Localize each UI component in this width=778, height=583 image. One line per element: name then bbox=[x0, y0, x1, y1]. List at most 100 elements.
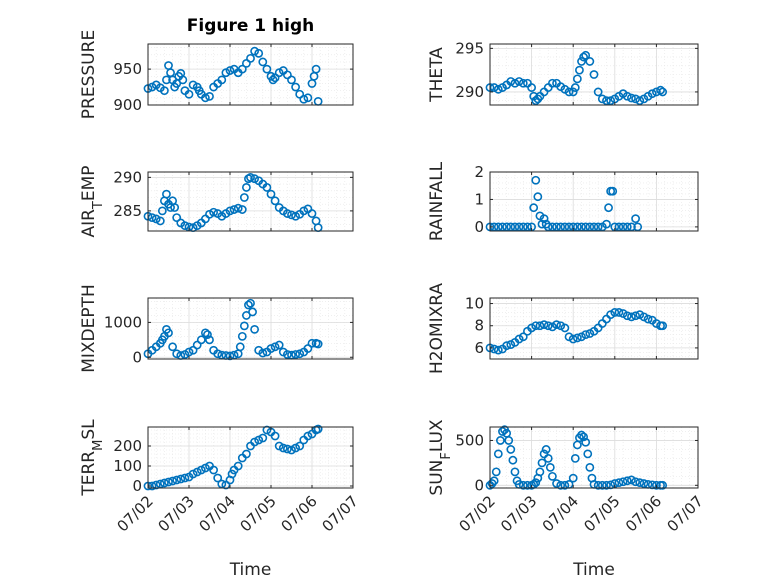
subplot-7-data-point bbox=[258, 433, 268, 443]
subplot-1-data-point bbox=[299, 94, 309, 104]
subplot-8-data-point bbox=[510, 467, 520, 477]
subplot-5-data-point bbox=[213, 349, 223, 359]
subplot-5-data-point bbox=[237, 331, 247, 341]
subplot-4-data-point bbox=[602, 219, 611, 229]
subplot-3-data-point bbox=[262, 183, 272, 192]
subplot-7-axes-box bbox=[147, 426, 354, 489]
subplot-7-x-tick-label: 07/02 bbox=[114, 492, 157, 535]
subplot-4-data-point bbox=[552, 222, 561, 232]
subplot-3-data-point bbox=[157, 206, 167, 216]
subplot-4-y-tick-label: 1 bbox=[474, 190, 484, 208]
subplot-1-background bbox=[147, 43, 354, 106]
subplot-4-data-point bbox=[577, 222, 586, 232]
subplot-8-data-point bbox=[545, 462, 555, 472]
subplot-4-data-point bbox=[529, 203, 539, 213]
subplot-4-y-tick-label: 2 bbox=[474, 163, 484, 181]
subplot-2-data-point bbox=[585, 57, 595, 66]
subplot-5-data-point bbox=[258, 348, 268, 358]
subplot-8-data-point bbox=[495, 436, 505, 445]
subplot-7-data-point bbox=[274, 441, 284, 451]
subplot-8-x-tick-label: 07/06 bbox=[622, 492, 665, 535]
subplot-8-data-point bbox=[508, 455, 518, 465]
subplot-5-data-point bbox=[248, 307, 257, 317]
subplot-7-y-tick-label: 200 bbox=[113, 437, 142, 455]
subplot-7-data-point bbox=[278, 443, 288, 453]
subplot-4-data-point bbox=[560, 222, 570, 232]
subplot-6-data-point bbox=[552, 320, 561, 330]
subplot-8-data-point bbox=[652, 480, 661, 490]
subplot-5-data-point bbox=[196, 335, 206, 345]
subplot-5: 0 1000 MIXDEPTH bbox=[79, 284, 354, 373]
subplot-4-background bbox=[489, 171, 699, 232]
subplot-2-data-point bbox=[577, 57, 586, 66]
subplot-1: 900 950 PRESSURE Figure 1 high bbox=[79, 16, 354, 119]
figure-title: Figure 1 high bbox=[187, 16, 315, 36]
subplot-7-data-point bbox=[282, 444, 292, 454]
subplot-4-data-point bbox=[518, 222, 528, 232]
subplot-2-y-tick-label: 295 bbox=[455, 39, 484, 57]
subplot-8-data-point bbox=[614, 478, 624, 488]
subplot-4-data-point bbox=[608, 186, 618, 196]
subplot-4-data-point bbox=[564, 222, 574, 232]
subplot-3-data-series bbox=[143, 172, 323, 233]
subplot-5-data-point bbox=[239, 321, 249, 331]
subplot-7-data-point bbox=[241, 449, 251, 459]
subplot-2-data-point bbox=[635, 96, 645, 106]
subplot-6-y-axis-label: H2OMIXRA bbox=[427, 283, 447, 374]
subplot-4-data-point bbox=[627, 222, 636, 232]
subplot-1-y-tick-label: 950 bbox=[113, 60, 142, 78]
subplot-8-data-series bbox=[485, 425, 668, 490]
subplot-1-data-point bbox=[311, 64, 321, 74]
subplot-2-data-point bbox=[589, 70, 599, 79]
subplot-7-data-point bbox=[233, 461, 243, 471]
subplot-2-data-point bbox=[627, 93, 636, 103]
subplot-8-x-tick-label: 07/04 bbox=[539, 492, 582, 535]
subplot-5-data-point bbox=[172, 349, 182, 359]
subplot-4-data-point bbox=[548, 222, 557, 232]
subplot-5-data-point bbox=[303, 344, 313, 353]
subplot-1-data-point bbox=[159, 86, 169, 96]
subplot-4-data-point bbox=[493, 222, 503, 232]
subplot-6-data-point bbox=[502, 341, 512, 351]
subplot-8-data-point bbox=[548, 471, 557, 481]
subplot-8-data-point bbox=[541, 445, 551, 454]
subplot-6: 6 8 10 H2OMIXRA bbox=[427, 283, 699, 374]
subplot-7-data-point bbox=[176, 474, 186, 484]
subplot-8-y-tick-label: 0 bbox=[474, 476, 484, 494]
subplot-7-data-point bbox=[164, 477, 173, 487]
subplot-2-y-axis-label: THETA bbox=[427, 47, 447, 103]
subplot-6-data-point bbox=[568, 334, 578, 344]
subplot-1-data-point bbox=[200, 93, 210, 103]
subplot-3-data-point bbox=[307, 209, 317, 218]
subplot-8-x-axis-label: Time bbox=[572, 560, 615, 580]
subplot-3-axes-box bbox=[147, 171, 354, 232]
subplot-3-data-point bbox=[246, 172, 255, 182]
subplot-1-y-tick-label: 900 bbox=[113, 96, 142, 114]
subplot-1-data-point bbox=[246, 53, 255, 63]
subplot-8-data-point bbox=[523, 480, 532, 490]
subplot-5-data-point bbox=[244, 300, 253, 310]
subplot-3-data-point bbox=[209, 207, 218, 217]
subplot-2-data-point bbox=[514, 77, 524, 86]
subplot-7-x-tick-label: 07/05 bbox=[237, 492, 280, 535]
subplot-7-x-tick-label: 07/03 bbox=[155, 492, 198, 535]
subplot-4-y-tick-label: 0 bbox=[474, 218, 484, 236]
subplot-3-data-point bbox=[229, 205, 239, 214]
subplot-7-data-series bbox=[143, 424, 323, 491]
subplot-6-data-point bbox=[643, 314, 653, 324]
subplot-7-data-point bbox=[313, 424, 323, 434]
subplot-4-data-point bbox=[593, 222, 603, 232]
subplot-1-data-point bbox=[217, 75, 227, 85]
subplot-7-data-point bbox=[254, 435, 264, 445]
subplot-1-data-point bbox=[291, 82, 300, 92]
subplot-6-data-point bbox=[610, 308, 620, 317]
subplot-6-data-point bbox=[614, 308, 624, 317]
subplot-8-x-tick-label: 07/07 bbox=[664, 492, 707, 535]
subplot-1-data-point bbox=[268, 75, 278, 85]
subplot-2-data-series bbox=[485, 50, 668, 106]
subplot-2-data-point bbox=[652, 87, 661, 97]
subplot-8-data-point bbox=[489, 476, 499, 486]
subplot-7-data-point bbox=[250, 437, 259, 447]
subplot-5-y-axis-label: MIXDEPTH bbox=[79, 284, 99, 373]
